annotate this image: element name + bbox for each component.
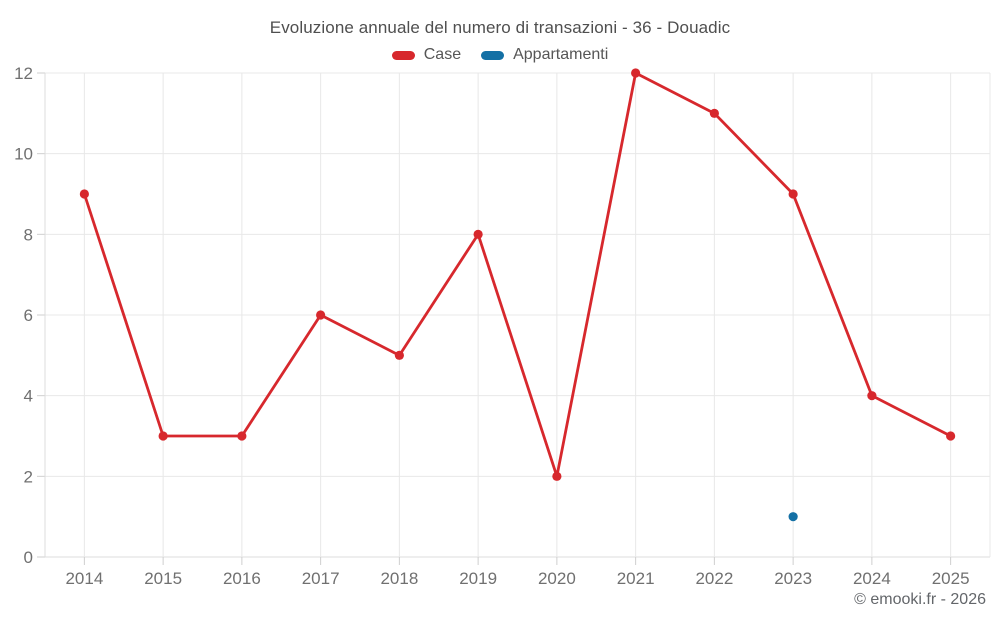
data-point-case-2025[interactable]: [946, 431, 956, 441]
y-tick-label: 4: [24, 387, 33, 406]
data-point-case-2015[interactable]: [158, 431, 168, 441]
data-point-case-2024[interactable]: [867, 391, 877, 401]
data-point-case-2020[interactable]: [552, 471, 562, 481]
case-legend-label: Case: [423, 46, 462, 63]
data-point-case-2021[interactable]: [631, 68, 641, 78]
data-point-case-2022[interactable]: [709, 108, 719, 118]
x-tick-label: 2022: [695, 569, 733, 588]
legend-item-case[interactable]: Case: [391, 46, 462, 64]
appartamenti-series-swatch-icon: [481, 50, 505, 60]
x-tick-label: 2019: [459, 569, 497, 588]
series-line-case: [82, 71, 953, 478]
x-tick-label: 2023: [774, 569, 812, 588]
data-point-case-2016[interactable]: [237, 431, 247, 441]
legend-item-appartamenti[interactable]: Appartamenti: [481, 46, 608, 64]
case-series-swatch-icon: [391, 50, 415, 60]
chart-title: Evoluzione annuale del numero di transaz…: [269, 18, 731, 37]
data-point-case-2023[interactable]: [788, 189, 798, 199]
data-point-case-2019[interactable]: [473, 229, 483, 239]
data-point-case-2018[interactable]: [394, 350, 404, 360]
x-tick-label: 2018: [380, 569, 418, 588]
x-tick-label: 2017: [302, 569, 340, 588]
data-point-appartamenti-2023[interactable]: [788, 512, 798, 522]
x-tick-label: 2015: [144, 569, 182, 588]
y-tick-label: 10: [14, 145, 33, 164]
appartamenti-legend-label: Appartamenti: [513, 46, 609, 63]
y-tick-label: 0: [24, 548, 33, 567]
copyright-text: © emooki.fr - 2026: [854, 591, 986, 608]
x-tick-label: 2016: [223, 569, 261, 588]
x-tick-label: 2024: [853, 569, 891, 588]
y-tick-label: 2: [24, 467, 33, 486]
y-tick-label: 8: [24, 225, 33, 244]
x-tick-label: 2025: [932, 569, 970, 588]
data-point-case-2014[interactable]: [79, 189, 89, 199]
data-point-case-2017[interactable]: [316, 310, 326, 320]
y-tick-label: 12: [14, 64, 33, 83]
x-tick-label: 2020: [538, 569, 576, 588]
y-tick-label: 6: [24, 306, 33, 325]
x-tick-label: 2014: [65, 569, 103, 588]
x-tick-label: 2021: [617, 569, 655, 588]
chart-legend: Case Appartamenti: [0, 46, 1000, 64]
